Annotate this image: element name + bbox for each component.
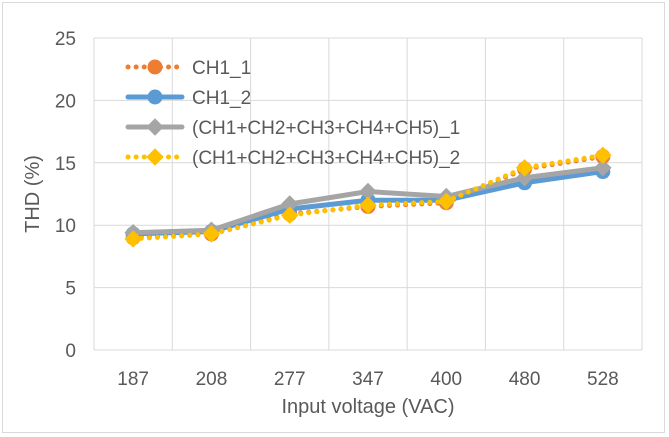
series-layer: [124, 146, 612, 248]
data-point: [515, 159, 534, 177]
y-tick-label: 5: [65, 279, 76, 300]
data-point: [594, 159, 612, 177]
x-tick-label: 400: [430, 369, 462, 390]
y-tick-labels: 0 5 10 15 20 25: [55, 29, 76, 362]
chart-frame: [2, 2, 665, 433]
data-point: [437, 192, 455, 211]
x-tick-label: 480: [509, 369, 541, 390]
y-tick-label: 10: [55, 216, 76, 237]
data-point: [281, 206, 299, 224]
data-point: [594, 146, 612, 165]
x-tick-label: 528: [587, 369, 619, 390]
legend-marker: [146, 148, 164, 166]
x-tick-label: 347: [352, 369, 384, 390]
legend-label: (CH1+CH2+CH3+CH4+CH5)_2: [192, 148, 460, 169]
x-axis-title: Input voltage (VAC): [281, 396, 454, 418]
series-3: [124, 146, 612, 248]
legend-entry: CH1_2: [125, 88, 251, 109]
legend-label: CH1_1: [192, 58, 251, 79]
y-axis-title: THD (%): [22, 155, 44, 233]
data-point: [515, 169, 534, 187]
y-tick-label: 15: [55, 154, 76, 175]
legend-label: (CH1+CH2+CH3+CH4+CH5)_1: [192, 118, 460, 139]
legend-marker: [146, 118, 164, 136]
x-tick-label: 187: [117, 369, 149, 390]
legend-marker: [147, 59, 163, 75]
x-tick-labels: 187 208 277 347 400 480 528: [117, 369, 618, 390]
legend-entry: CH1_1: [125, 58, 251, 79]
legend-entry: (CH1+CH2+CH3+CH4+CH5)_2: [125, 148, 460, 169]
x-tick-label: 277: [274, 369, 306, 390]
legend-label: CH1_2: [192, 88, 251, 109]
data-point: [202, 225, 221, 243]
y-tick-label: 25: [55, 29, 76, 50]
legend-marker: [147, 89, 163, 105]
y-tick-label: 20: [55, 91, 76, 112]
grid: [93, 37, 643, 351]
x-tick-label: 208: [196, 369, 228, 390]
data-point: [124, 230, 142, 248]
legend-entry: (CH1+CH2+CH3+CH4+CH5)_1: [125, 118, 460, 139]
legend: CH1_1 CH1_2 (CH1+CH2+CH3+CH4+CH5)_1 (CH1+CH…: [125, 58, 460, 169]
data-point: [359, 196, 377, 214]
y-tick-label: 0: [65, 341, 76, 362]
